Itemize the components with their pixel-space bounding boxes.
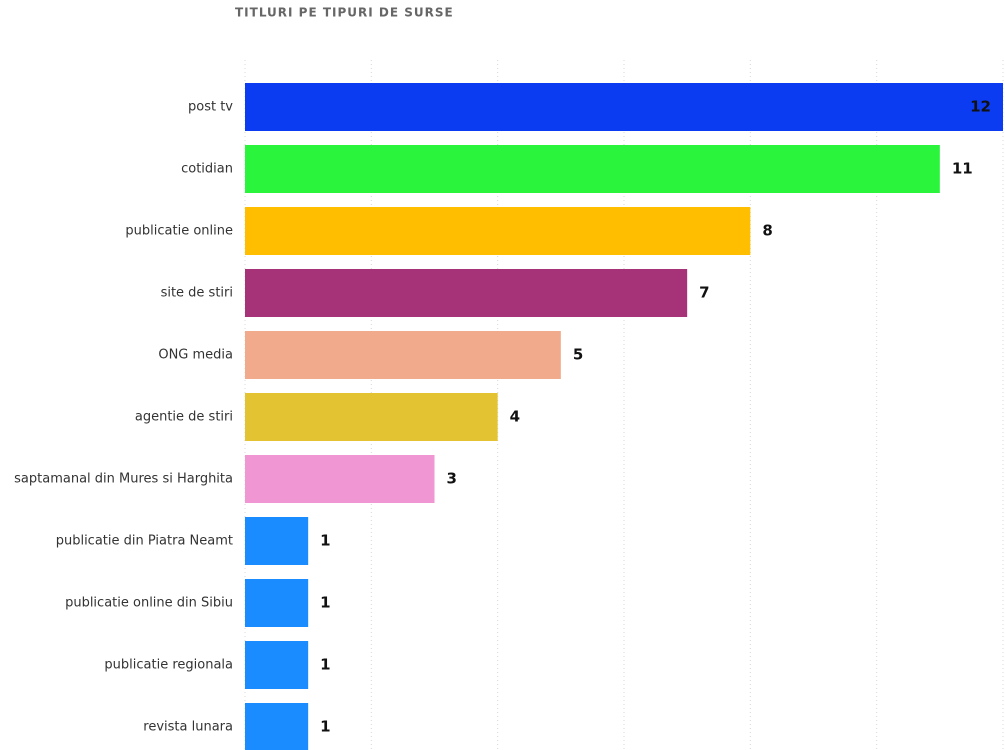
bar	[245, 83, 1003, 131]
bar	[245, 455, 435, 503]
bar	[245, 579, 309, 627]
category-label: publicatie online din Sibiu	[65, 596, 233, 611]
category-label: site de stiri	[161, 286, 233, 301]
bar	[245, 269, 688, 317]
bar	[245, 145, 940, 193]
chart-title: TITLURI PE TIPURI DE SURSE	[235, 6, 454, 20]
bar	[245, 703, 309, 750]
value-label: 1	[320, 594, 330, 612]
category-label: cotidian	[181, 162, 233, 177]
category-label: publicatie regionala	[104, 658, 233, 673]
value-label: 11	[952, 160, 973, 178]
bar	[245, 641, 309, 689]
bar	[245, 331, 561, 379]
value-label: 4	[510, 408, 520, 426]
category-label: revista lunara	[143, 720, 233, 735]
value-label: 1	[320, 656, 330, 674]
category-label: ONG media	[158, 348, 233, 363]
value-label: 3	[447, 470, 457, 488]
category-label: publicatie online	[125, 224, 233, 239]
category-label: agentie de stiri	[135, 410, 233, 425]
value-label: 1	[320, 718, 330, 736]
value-label: 1	[320, 532, 330, 550]
category-label: saptamanal din Mures si Harghita	[14, 472, 233, 487]
bar	[245, 393, 498, 441]
bar	[245, 207, 751, 255]
category-label: post tv	[188, 100, 233, 115]
value-label: 12	[970, 98, 991, 116]
value-label: 5	[573, 346, 583, 364]
value-label: 8	[762, 222, 772, 240]
bar	[245, 517, 309, 565]
category-label: publicatie din Piatra Neamt	[56, 534, 233, 549]
value-label: 7	[699, 284, 709, 302]
